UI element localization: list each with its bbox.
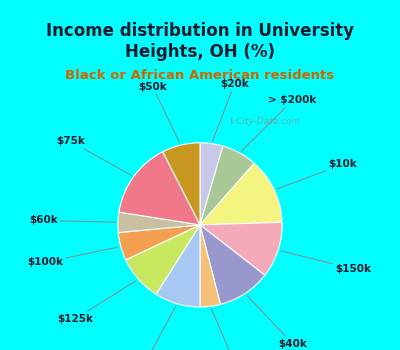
Wedge shape — [200, 225, 265, 304]
Wedge shape — [200, 146, 254, 225]
Text: Income distribution in University
Heights, OH (%): Income distribution in University Height… — [46, 22, 354, 61]
Text: ℹ City-Data.com: ℹ City-Data.com — [230, 117, 300, 126]
Text: $40k: $40k — [247, 295, 307, 349]
Text: $125k: $125k — [57, 281, 136, 324]
Text: $20k: $20k — [212, 79, 249, 141]
Wedge shape — [200, 225, 220, 307]
Wedge shape — [119, 152, 200, 225]
Wedge shape — [118, 225, 200, 260]
Wedge shape — [126, 225, 200, 294]
Text: $150k: $150k — [281, 251, 371, 274]
Text: $10k: $10k — [277, 159, 357, 189]
Text: $50k: $50k — [138, 82, 180, 142]
Text: $200k: $200k — [211, 309, 254, 350]
Text: $100k: $100k — [27, 247, 118, 267]
Text: $30k: $30k — [132, 306, 176, 350]
Wedge shape — [200, 143, 223, 225]
Wedge shape — [200, 222, 282, 275]
Text: $60k: $60k — [29, 215, 115, 225]
Text: $75k: $75k — [56, 136, 131, 175]
Wedge shape — [200, 163, 282, 225]
Wedge shape — [118, 212, 200, 233]
Wedge shape — [156, 225, 200, 307]
Wedge shape — [163, 143, 200, 225]
Text: > $200k: > $200k — [242, 95, 317, 151]
Text: Black or African American residents: Black or African American residents — [66, 69, 334, 82]
